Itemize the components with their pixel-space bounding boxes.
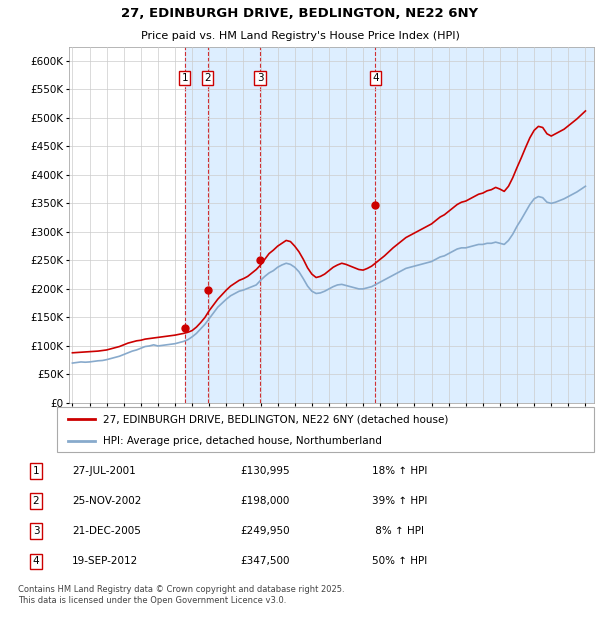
Text: 18% ↑ HPI: 18% ↑ HPI [372, 466, 427, 476]
Text: £347,500: £347,500 [240, 557, 290, 567]
Text: 21-DEC-2005: 21-DEC-2005 [72, 526, 141, 536]
Text: £198,000: £198,000 [240, 496, 289, 506]
Text: 27-JUL-2001: 27-JUL-2001 [72, 466, 136, 476]
Text: 2: 2 [32, 496, 40, 506]
Text: 1: 1 [32, 466, 40, 476]
Text: 19-SEP-2012: 19-SEP-2012 [72, 557, 138, 567]
Text: Price paid vs. HM Land Registry's House Price Index (HPI): Price paid vs. HM Land Registry's House … [140, 31, 460, 41]
Text: 3: 3 [32, 526, 40, 536]
Text: 8% ↑ HPI: 8% ↑ HPI [372, 526, 424, 536]
Text: 27, EDINBURGH DRIVE, BEDLINGTON, NE22 6NY (detached house): 27, EDINBURGH DRIVE, BEDLINGTON, NE22 6N… [103, 414, 448, 424]
Text: 4: 4 [372, 73, 379, 83]
Text: 50% ↑ HPI: 50% ↑ HPI [372, 557, 427, 567]
Bar [260, 46, 376, 403]
FancyBboxPatch shape [57, 407, 594, 451]
Bar [376, 46, 594, 403]
Text: HPI: Average price, detached house, Northumberland: HPI: Average price, detached house, Nort… [103, 435, 382, 446]
Bar [185, 46, 208, 403]
Text: 39% ↑ HPI: 39% ↑ HPI [372, 496, 427, 506]
Text: 27, EDINBURGH DRIVE, BEDLINGTON, NE22 6NY: 27, EDINBURGH DRIVE, BEDLINGTON, NE22 6N… [121, 7, 479, 20]
Text: £130,995: £130,995 [240, 466, 290, 476]
Text: 4: 4 [32, 557, 40, 567]
Bar [208, 46, 260, 403]
Text: 25-NOV-2002: 25-NOV-2002 [72, 496, 142, 506]
Text: 2: 2 [204, 73, 211, 83]
Text: £249,950: £249,950 [240, 526, 290, 536]
Text: 1: 1 [181, 73, 188, 83]
Text: 3: 3 [257, 73, 263, 83]
Text: Contains HM Land Registry data © Crown copyright and database right 2025.
This d: Contains HM Land Registry data © Crown c… [18, 585, 344, 604]
